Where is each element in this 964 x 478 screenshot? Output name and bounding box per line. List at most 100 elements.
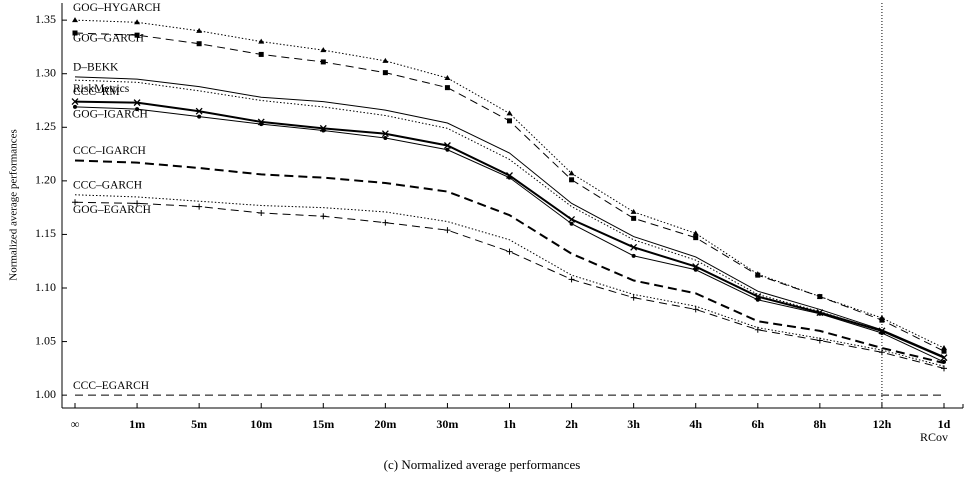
marker [878,349,885,356]
marker [879,331,884,335]
marker [692,263,700,271]
marker [817,311,822,316]
marker [195,107,203,115]
marker [507,175,512,180]
marker [196,41,202,47]
marker [755,272,761,278]
marker [72,199,78,206]
y-tick-label: 1.05 [35,333,56,347]
marker [320,59,326,65]
marker [134,200,141,207]
marker [941,365,947,372]
marker [692,306,699,313]
marker [72,30,78,36]
marker [134,19,141,25]
y-axis-label: Normalized average performances [8,129,20,280]
marker [382,219,389,226]
marker [320,47,327,53]
marker [382,57,389,63]
marker [693,235,699,241]
marker [196,203,203,210]
marker [383,136,388,140]
marker [630,208,637,214]
x-tick-label: 6h [751,417,764,431]
x-tick-label: 20m [374,417,396,431]
marker [258,210,265,216]
y-tick-label: 1.30 [35,65,56,79]
marker [631,253,636,258]
series-line [74,32,945,352]
y-tick-label: 1.00 [35,387,56,401]
marker [506,172,513,179]
x-tick-label: 8h [814,417,827,431]
marker [381,130,389,138]
series-line [74,76,945,358]
x-tick-label: 2h [565,417,578,431]
marker [568,170,575,176]
marker [630,294,637,301]
series-line [74,201,945,369]
series-label: CCC–GARCH [73,179,142,191]
marker [692,230,699,236]
marker [445,147,450,152]
series-label: CCC–IGARCH [73,145,146,157]
marker [506,248,513,255]
series-label: CCC–RM [73,86,120,98]
y-tick-label: 1.35 [35,12,56,26]
marker [71,98,79,106]
y-tick-label: 1.25 [35,119,56,133]
marker [133,99,141,107]
y-tick-label: 1.20 [35,173,56,187]
chart-title: (c) Normalized average performances [384,457,581,472]
marker [444,75,451,80]
marker [134,32,140,38]
marker [259,122,264,127]
marker [631,215,637,221]
marker [507,118,512,124]
marker [258,38,265,44]
marker [320,213,327,220]
x-tick-label: 3h [627,417,640,431]
y-tick-label: 1.10 [35,280,56,294]
y-tick-label: 1.15 [35,226,56,240]
series-line [74,79,945,359]
x-tick-label: 12h [873,417,892,431]
marker [444,227,451,234]
series-line [74,194,945,367]
series-line [74,19,945,349]
x-tick-label: ∞ [71,417,80,431]
series-label: GOG–GARCH [73,33,144,45]
series-label: CCC–EGARCH [73,380,149,392]
series-label: D–BEKK [73,62,119,74]
marker [197,114,202,119]
marker [879,317,885,323]
marker [693,267,698,272]
marker [568,215,576,223]
marker [754,326,761,333]
marker [382,70,388,76]
x-tick-label: 1h [503,417,516,431]
series-label: RiskMetrics [73,83,130,95]
series-line [74,100,945,359]
marker [941,348,947,354]
marker [817,294,823,300]
x-tick-label: 1d [938,417,951,431]
x-tick-label: 30m [436,417,458,431]
marker [569,177,575,183]
series-label: GOG–IGARCH [73,109,148,121]
marker [569,221,574,226]
x-tick-label: 10m [250,417,272,431]
x-tick-label: 15m [312,417,334,431]
marker [135,107,140,112]
marker [196,27,203,33]
marker [940,354,948,362]
marker [568,276,575,283]
x-tick-label: 4h [689,417,702,431]
marker [443,142,451,149]
marker [816,337,823,344]
marker [444,85,450,91]
marker [630,243,638,251]
x-annotation: RCov [920,430,948,444]
series-line [74,159,945,364]
